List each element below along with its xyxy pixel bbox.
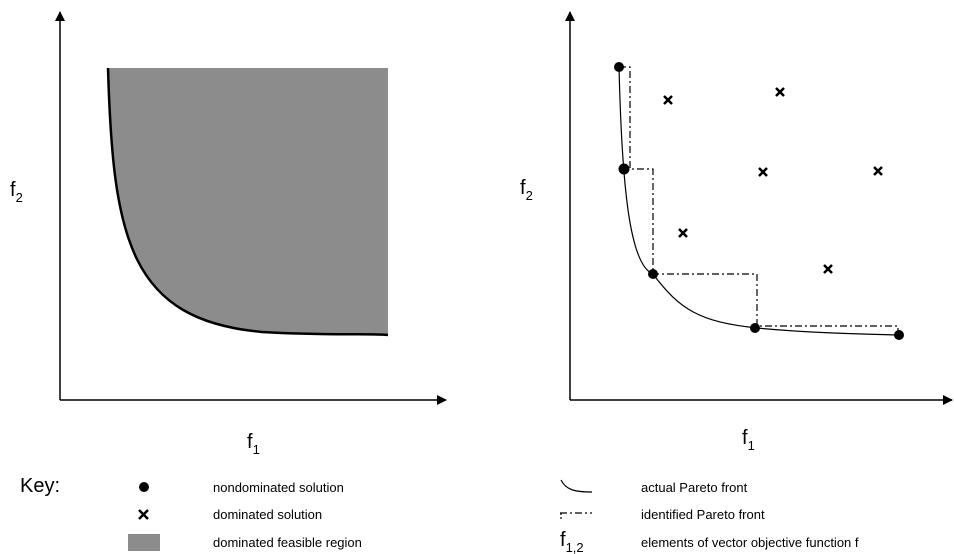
identified-pareto-front xyxy=(619,66,899,335)
right-y-axis-label: f2 xyxy=(520,177,533,203)
dominated-point xyxy=(663,95,673,105)
actual-pareto-front xyxy=(618,66,899,336)
nondominated-point xyxy=(894,330,904,340)
legend-dominated-label: dominated solution xyxy=(213,507,322,522)
nondominated-point xyxy=(648,269,658,279)
legend-nondominated-label: nondominated solution xyxy=(213,480,344,495)
legend-nondominated-icon xyxy=(139,482,149,492)
dominated-point xyxy=(823,264,833,274)
nondominated-point xyxy=(750,323,760,333)
left-pareto-curve xyxy=(106,67,389,337)
legend-identified-front-label: identified Pareto front xyxy=(641,507,765,522)
legend-region-swatch xyxy=(128,534,160,551)
legend: Key: nondominated solution dominated sol… xyxy=(20,475,859,554)
dominated-point xyxy=(758,167,768,177)
right-panel: f2 f1 xyxy=(520,11,953,453)
nondominated-point xyxy=(614,62,624,72)
dominated-region xyxy=(108,68,388,335)
left-y-axis-label: f2 xyxy=(10,179,23,205)
dominated-point xyxy=(678,228,688,238)
left-panel: f2 f1 xyxy=(10,11,447,457)
left-x-axis-label: f1 xyxy=(247,431,260,457)
nondominated-point xyxy=(618,163,630,175)
legend-actual-front-label: actual Pareto front xyxy=(641,480,748,495)
legend-elements-label: elements of vector objective function f xyxy=(641,535,859,550)
legend-actual-front-icon xyxy=(560,479,593,493)
legend-title: Key: xyxy=(20,475,60,497)
dominated-points xyxy=(663,87,883,274)
right-x-axis-label: f1 xyxy=(742,427,755,453)
legend-dominated-icon xyxy=(138,509,149,520)
dominated-point xyxy=(873,166,883,176)
legend-elements-symbol: f1,2 xyxy=(560,529,584,554)
dominated-point xyxy=(775,87,785,97)
legend-region-label: dominated feasible region xyxy=(213,535,362,550)
